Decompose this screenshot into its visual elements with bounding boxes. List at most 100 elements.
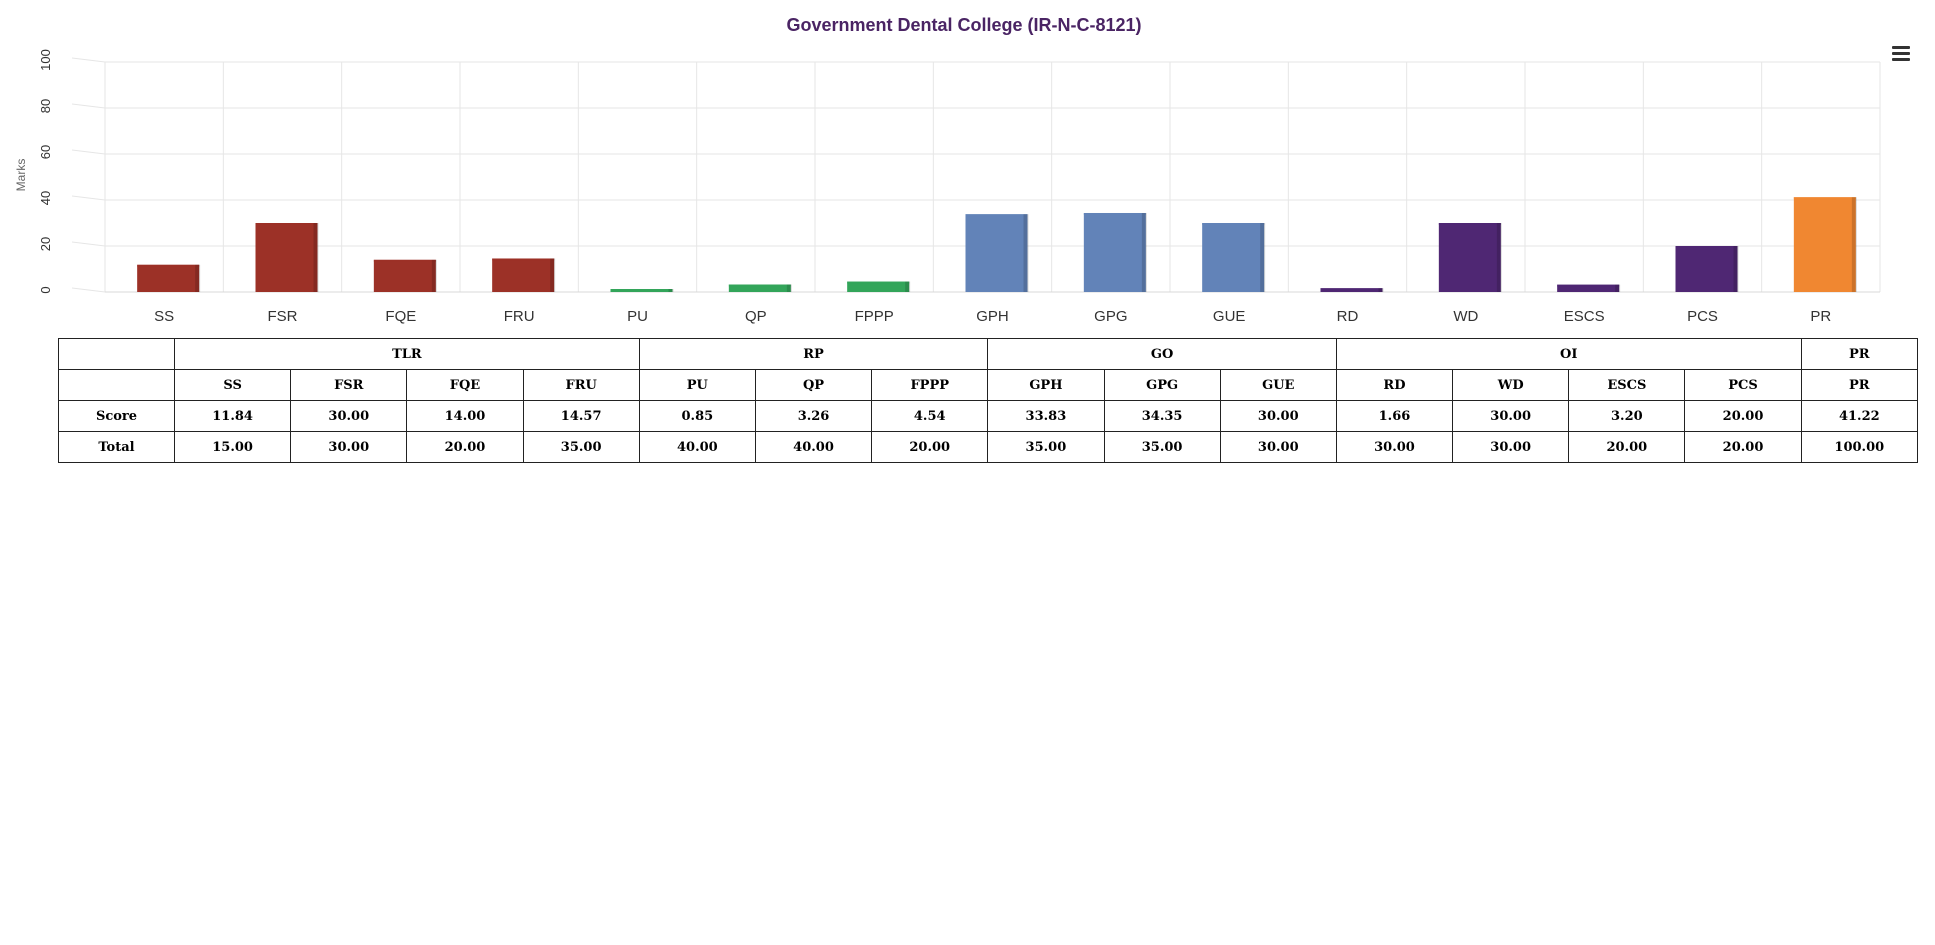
gridline-y-depth — [71, 241, 106, 247]
bar-ss — [137, 264, 201, 292]
table-cell: 20.00 — [1568, 431, 1686, 463]
table-cell: 40.00 — [638, 431, 756, 463]
bar-face — [1675, 246, 1738, 292]
bar-gue — [1202, 223, 1266, 292]
table-cell: 30.00 — [1219, 431, 1337, 463]
bar-side — [550, 258, 556, 292]
x-tick-label: GPG — [1094, 308, 1127, 325]
table-cell: 30.00 — [290, 431, 408, 463]
bar-side — [1023, 214, 1029, 292]
table-group-row: TLR RP GO OI PR — [58, 338, 1919, 370]
table-cell: 30.00 — [1219, 400, 1337, 432]
y-axis-label: Marks — [14, 159, 28, 192]
bar-escs — [1557, 284, 1621, 292]
gridline-y-depth — [71, 195, 106, 201]
bar-rd — [1320, 288, 1384, 292]
bar-side — [1260, 223, 1266, 292]
y-tick-label: 40 — [38, 191, 53, 205]
table-cell: 15.00 — [173, 431, 292, 463]
bar-gpg — [1083, 212, 1147, 292]
table-corner-cell — [58, 369, 175, 401]
table-cell: 20.00 — [1684, 400, 1802, 432]
bar-side — [1141, 212, 1147, 292]
hamburger-menu-icon[interactable] — [1892, 46, 1910, 62]
y-tick-label: 20 — [38, 237, 53, 251]
table-cell: 41.22 — [1800, 400, 1919, 432]
bar-face — [492, 258, 555, 292]
bar-side — [1378, 288, 1384, 292]
x-tick-label: PU — [627, 308, 648, 325]
bar-chart: Government Dental College (IR-N-C-8121) … — [14, 15, 1881, 325]
bar-top — [1557, 284, 1620, 287]
x-tick-label: GPH — [976, 308, 1009, 325]
column-header: GUE — [1219, 369, 1337, 401]
bar-side — [1496, 223, 1502, 292]
bar-fsr — [255, 223, 319, 292]
table-cell: 35.00 — [522, 431, 640, 463]
bar-face — [1557, 284, 1620, 292]
column-header: PCS — [1684, 369, 1802, 401]
bar-side — [1733, 246, 1739, 292]
group-header: RP — [638, 338, 989, 370]
row-label: Total — [58, 431, 175, 463]
column-header: GPG — [1103, 369, 1221, 401]
column-header: PU — [638, 369, 756, 401]
table-cell: 20.00 — [871, 431, 989, 463]
bar-face — [1793, 197, 1856, 292]
gridline-y-depth — [71, 287, 106, 293]
table-corner-cell — [58, 338, 175, 370]
bars-group — [137, 197, 1857, 292]
table-cell: 14.00 — [406, 400, 524, 432]
x-tick-label: FPPP — [855, 308, 894, 325]
bar-top — [1083, 212, 1146, 215]
bar-top — [610, 289, 673, 291]
bar-face — [137, 264, 200, 292]
group-header: GO — [987, 338, 1337, 370]
gridline-y-depth — [71, 149, 106, 155]
bar-top — [728, 284, 791, 287]
column-header: ESCS — [1568, 369, 1686, 401]
y-tick-label: 0 — [38, 286, 53, 293]
bar-side — [668, 289, 674, 292]
table-cell: 30.00 — [1452, 400, 1570, 432]
bar-gph — [965, 214, 1029, 292]
table-cell: 20.00 — [406, 431, 524, 463]
x-axis-labels: SS FSR FQE FRU PU QP FPPP GPH GPG GUE RD WD ESCS PCS P… — [154, 308, 1831, 325]
bar-top — [1320, 288, 1383, 291]
column-header: SS — [173, 369, 292, 401]
column-header: PR — [1800, 369, 1919, 401]
column-header: WD — [1452, 369, 1570, 401]
table-cell: 35.00 — [1103, 431, 1221, 463]
bar-fppp — [847, 281, 911, 292]
table-cell: 11.84 — [173, 400, 292, 432]
table-cell: 14.57 — [522, 400, 640, 432]
column-header: GPH — [987, 369, 1105, 401]
bar-face — [1438, 223, 1501, 292]
score-table: TLR RP GO OI PR SS FSR FQE FRU PU QP FPPP GPH GPG GUE… — [58, 338, 1919, 463]
group-header: PR — [1800, 338, 1919, 370]
bar-side — [1851, 197, 1857, 292]
bar-fqe — [373, 259, 437, 292]
bar-face — [1083, 212, 1146, 292]
column-header: QP — [754, 369, 873, 401]
table-cell: 100.00 — [1800, 431, 1919, 463]
table-cell: 20.00 — [1684, 431, 1802, 463]
bar-face — [1202, 223, 1265, 292]
x-tick-label: FSR — [268, 308, 298, 325]
table-cell: 3.26 — [754, 400, 873, 432]
y-axis-ticks: 0 20 40 60 80 100 — [38, 49, 53, 293]
bar-top — [137, 264, 200, 267]
table-cell: 0.85 — [638, 400, 756, 432]
x-tick-label: WD — [1453, 308, 1478, 325]
chart-title: Government Dental College (IR-N-C-8121) — [786, 15, 1141, 35]
bar-top — [1675, 246, 1738, 248]
bar-face — [965, 214, 1028, 292]
column-header: FSR — [290, 369, 408, 401]
bar-top — [1202, 223, 1265, 225]
column-header: FPPP — [871, 369, 989, 401]
x-tick-label: SS — [154, 308, 174, 325]
bar-face — [847, 281, 910, 292]
x-tick-label: PCS — [1687, 308, 1718, 325]
x-tick-label: GUE — [1213, 308, 1246, 325]
bar-side — [313, 223, 319, 292]
